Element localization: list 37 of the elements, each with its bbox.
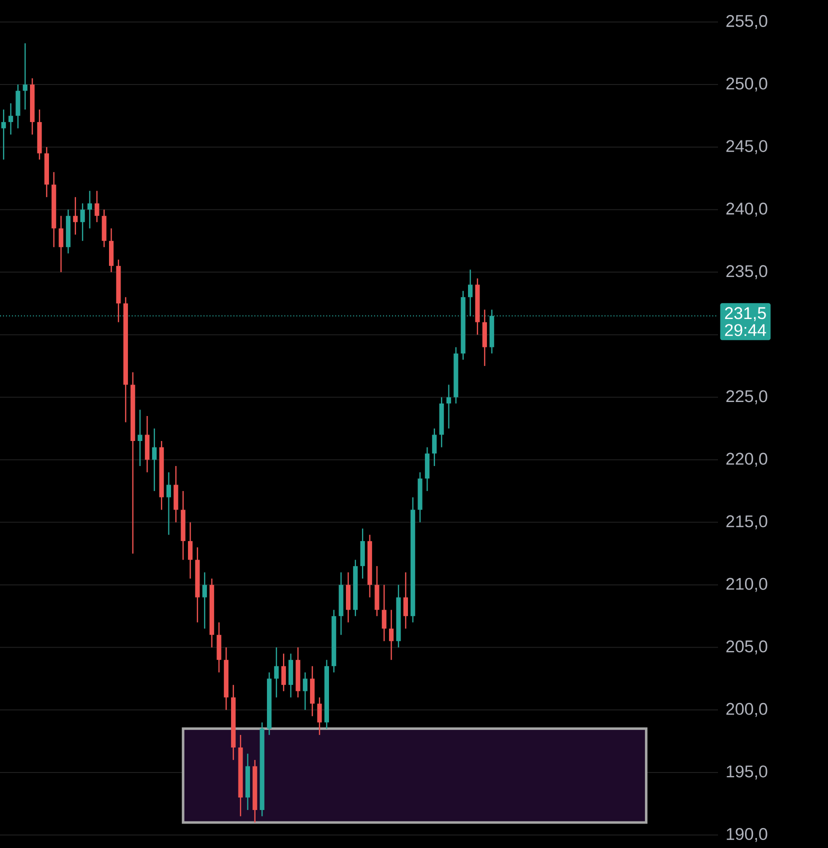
y-tick-label: 190,0 [726,828,768,842]
y-tick-label: 215,0 [726,515,768,530]
candlestick [274,646,279,698]
candlestick [281,653,286,692]
candlestick [138,409,142,467]
candlestick [8,102,14,136]
candlestick [1,108,6,160]
y-tick-label: 200,0 [726,702,768,717]
candlestick [403,572,408,630]
candlestick [446,384,452,430]
y-tick-label: 250,0 [726,78,768,92]
candlestick [382,584,386,642]
text: 29:44 [725,324,766,336]
candlestick [87,190,92,229]
y-tick-label: 225,0 [726,390,768,404]
candlestick [58,215,64,273]
candlestick [152,428,157,492]
y-tick-label: 220,0 [726,452,768,467]
ref-line-label: 231,5 [725,307,766,322]
y-tick-label: 240,0 [726,202,768,217]
y-tick-label: 235,0 [726,265,768,280]
candlestick [188,522,193,580]
candlestick [317,696,322,736]
y-tick-label: 195,0 [726,765,768,780]
candlestick [80,202,85,242]
candlestick [389,609,394,660]
y-tick-label: 245,0 [726,140,768,154]
candlestick [73,196,78,236]
y-tick-label: 205,0 [726,640,768,654]
y-tick-label: 210,0 [726,578,768,592]
candlestick [202,572,207,630]
candlestick [432,428,437,467]
candlestick [302,672,308,711]
candlestick [22,42,28,110]
y-tick-label: 255,0 [726,15,768,29]
candlestick [94,190,100,223]
candlestick [166,472,172,536]
